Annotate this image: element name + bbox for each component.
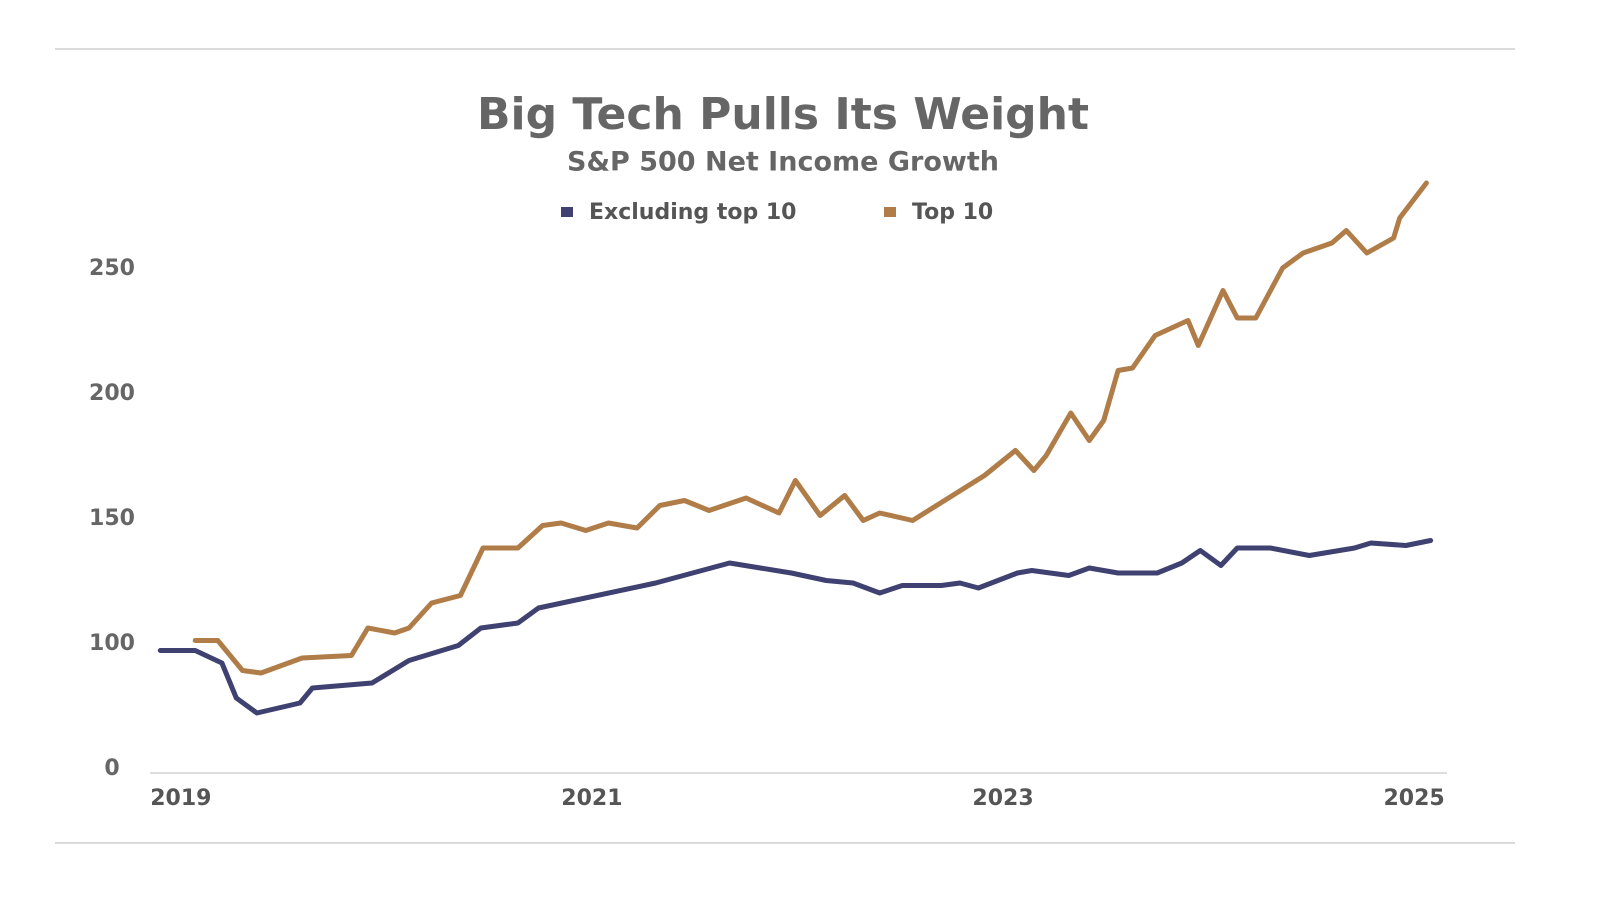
series-line [192, 180, 1429, 676]
x-tick-label: 2023 [972, 786, 1033, 811]
x-tick-label: 2021 [561, 786, 622, 811]
legend-label: Excluding top 10 [589, 200, 796, 225]
series-line [157, 538, 1434, 716]
y-tick-label: 200 [89, 381, 135, 406]
chart-title: Big Tech Pulls Its Weight [477, 89, 1089, 140]
legend-label: Top 10 [912, 200, 993, 225]
y-tick-label: 0 [104, 756, 119, 781]
legend-swatch [884, 207, 896, 217]
y-tick-label: 150 [89, 506, 135, 531]
legend-swatch [561, 207, 573, 217]
chart-subtitle: S&P 500 Net Income Growth [567, 147, 999, 178]
x-tick-label: 2025 [1383, 786, 1444, 811]
x-tick-label: 2019 [150, 786, 211, 811]
y-tick-label: 250 [89, 256, 135, 281]
y-tick-label: 100 [89, 631, 135, 656]
